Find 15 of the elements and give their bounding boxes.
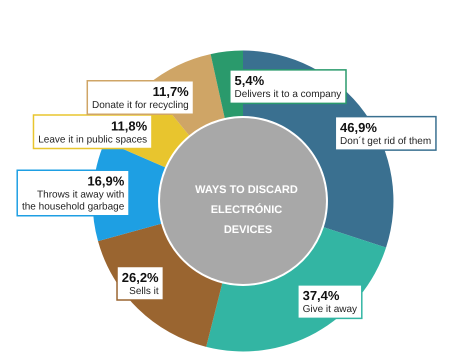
text: WAYS TO DISCARD ELECTRÓNIC DEVICES [195,184,301,236]
slice-label: Don´t get rid of them [340,136,432,147]
slice-label: Leave it in public spaces [38,134,148,146]
slice-label: Give it away [302,304,358,316]
slice-label: Donate it for recycling [92,100,189,112]
slice-label: Throws it away with the household garbage [22,190,125,213]
data-label: 37,4% [302,288,340,304]
data-label: 11,7% [152,84,190,100]
slice-label: Sells it [129,286,159,297]
data-label: 11,8% [111,118,148,134]
data-label: 26,2% [122,270,160,285]
data-label: 16,9% [87,174,125,189]
data-label: 46,9% [340,120,378,135]
data-label: 5,4% [234,73,265,88]
slice-label: Delivers it to a company [234,89,342,100]
